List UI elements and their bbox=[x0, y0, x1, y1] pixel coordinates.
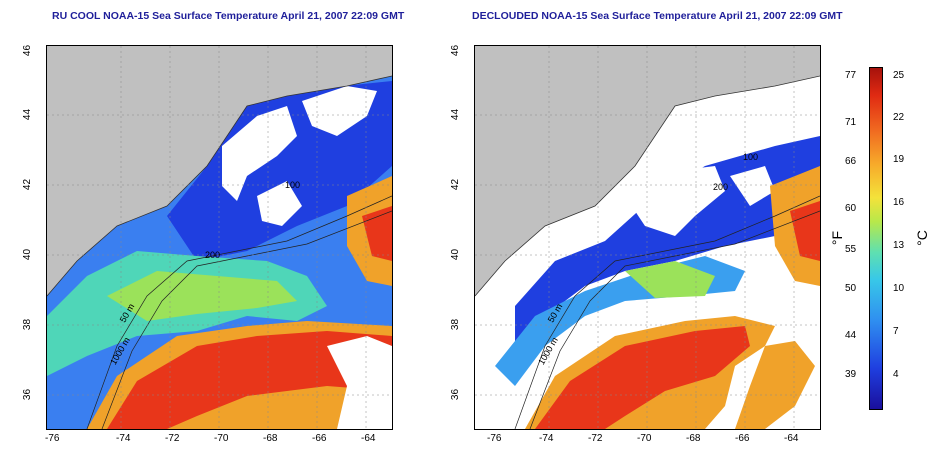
contour-label-100-right: 100 bbox=[743, 152, 759, 162]
y-tick-36-right: 36 bbox=[450, 388, 462, 401]
y-tick-44-right: 44 bbox=[450, 108, 462, 121]
x-tick-76: -76 bbox=[45, 433, 60, 444]
y-tick-44: 44 bbox=[22, 108, 34, 121]
cb-f-60: 60 bbox=[845, 203, 857, 214]
cb-c-19: 19 bbox=[893, 154, 905, 165]
y-tick-36: 36 bbox=[22, 388, 34, 401]
unit-fahrenheit: °F bbox=[829, 230, 846, 246]
y-tick-40: 40 bbox=[22, 248, 34, 261]
x-tick-66-right: -66 bbox=[735, 433, 750, 444]
cb-f-71: 71 bbox=[845, 117, 857, 128]
y-tick-42: 42 bbox=[22, 178, 34, 191]
cb-f-50: 50 bbox=[845, 283, 857, 294]
sst-map-raw-image bbox=[47, 46, 392, 429]
y-tick-38-right: 38 bbox=[450, 318, 462, 331]
temperature-colorbar bbox=[869, 67, 883, 410]
x-tick-76-right: -76 bbox=[487, 433, 502, 444]
x-tick-64: -64 bbox=[361, 433, 376, 444]
contour-label-100: 100 bbox=[285, 180, 301, 190]
cb-c-22: 22 bbox=[893, 112, 905, 123]
x-tick-66: -66 bbox=[312, 433, 327, 444]
cb-f-66: 66 bbox=[845, 156, 857, 167]
x-tick-68: -68 bbox=[263, 433, 278, 444]
title-left: RU COOL NOAA-15 Sea Surface Temperature … bbox=[52, 10, 405, 22]
x-tick-68-right: -68 bbox=[686, 433, 701, 444]
x-tick-72: -72 bbox=[165, 433, 180, 444]
cb-c-13: 13 bbox=[893, 240, 905, 251]
cb-c-25: 25 bbox=[893, 70, 905, 81]
unit-celsius: °C bbox=[913, 230, 930, 246]
cb-c-16: 16 bbox=[893, 197, 905, 208]
contour-label-200-right: 200 bbox=[713, 182, 729, 192]
x-tick-74-right: -74 bbox=[539, 433, 554, 444]
sst-map-raw: 100 200 50 m 1000 m bbox=[46, 45, 393, 430]
y-tick-42-right: 42 bbox=[450, 178, 462, 191]
cb-f-77: 77 bbox=[845, 70, 857, 81]
x-tick-64-right: -64 bbox=[784, 433, 799, 444]
title-right: DECLOUDED NOAA-15 Sea Surface Temperatur… bbox=[472, 10, 843, 22]
cb-c-7: 7 bbox=[893, 326, 899, 337]
cb-f-55: 55 bbox=[845, 244, 857, 255]
sst-map-declouded-image bbox=[475, 46, 820, 429]
x-tick-74: -74 bbox=[116, 433, 131, 444]
y-tick-46-right: 46 bbox=[450, 44, 462, 57]
y-tick-40-right: 40 bbox=[450, 248, 462, 261]
cb-c-10: 10 bbox=[893, 283, 905, 294]
cb-f-44: 44 bbox=[845, 330, 857, 341]
sst-map-declouded: 50 m 1000 m 100 200 bbox=[474, 45, 821, 430]
y-tick-46: 46 bbox=[22, 44, 34, 57]
x-tick-72-right: -72 bbox=[588, 433, 603, 444]
y-tick-38: 38 bbox=[22, 318, 34, 331]
x-tick-70-right: -70 bbox=[637, 433, 652, 444]
contour-label-200: 200 bbox=[205, 250, 221, 260]
cb-c-4: 4 bbox=[893, 369, 899, 380]
x-tick-70: -70 bbox=[214, 433, 229, 444]
cb-f-39: 39 bbox=[845, 369, 857, 380]
